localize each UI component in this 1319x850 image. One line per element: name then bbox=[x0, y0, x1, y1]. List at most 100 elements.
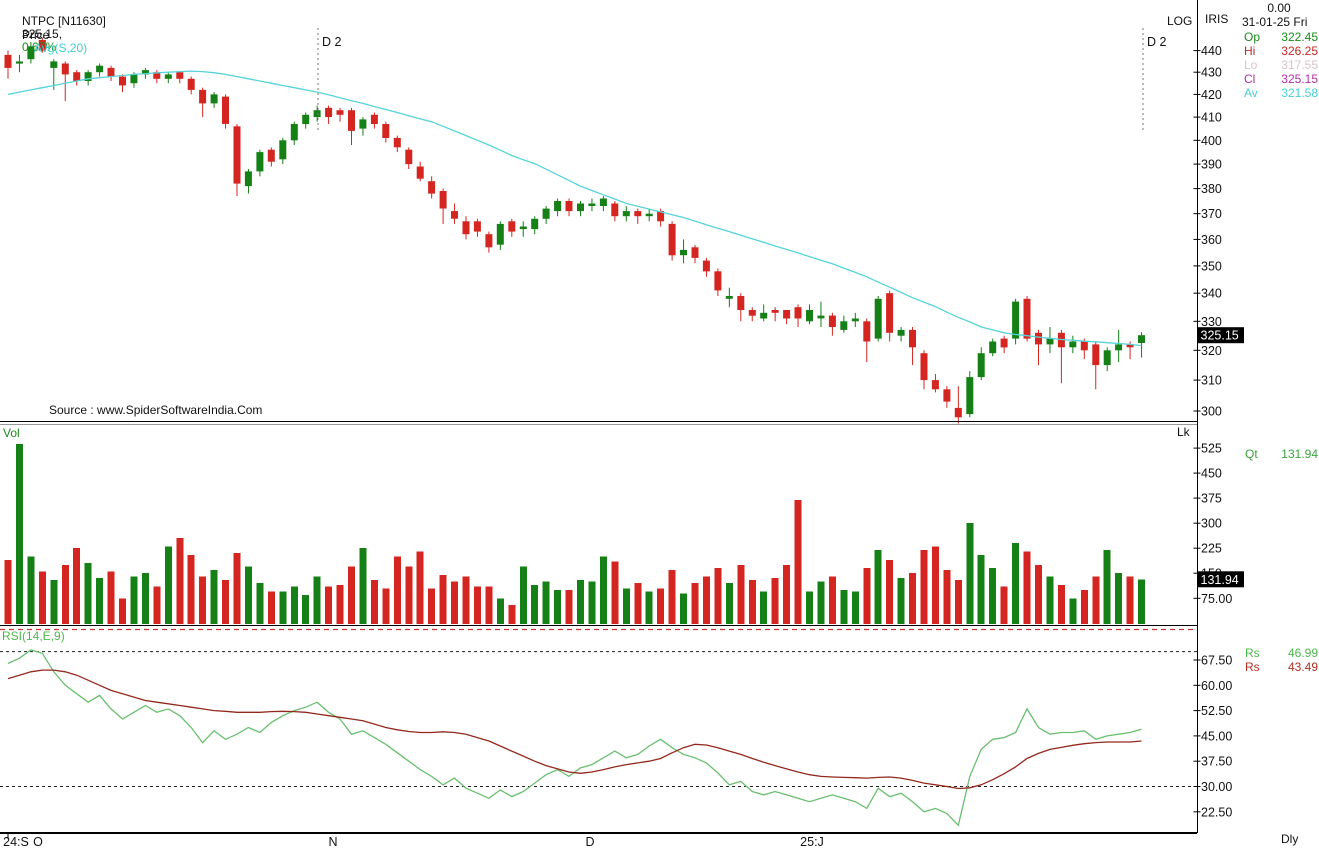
candle-body bbox=[508, 221, 516, 232]
volume-bar bbox=[909, 573, 916, 624]
candle-body bbox=[966, 377, 974, 415]
volume-bar bbox=[4, 559, 12, 624]
volume-bar bbox=[187, 554, 195, 624]
price-axis-label: 320 bbox=[1201, 344, 1222, 358]
quantity-row: Qt 131.94 bbox=[1245, 447, 1318, 461]
volume-bar bbox=[840, 589, 848, 624]
candle-body bbox=[153, 72, 161, 79]
volume-bar bbox=[1035, 564, 1042, 624]
candle-body bbox=[1092, 344, 1100, 366]
candle-body bbox=[1115, 344, 1123, 351]
volume-bar bbox=[1012, 543, 1020, 624]
volume-bar bbox=[542, 581, 550, 624]
volume-bar bbox=[130, 576, 138, 624]
quote-row-open: Op 322.45 bbox=[1244, 30, 1318, 44]
volume-bar bbox=[691, 583, 699, 624]
volume-bar bbox=[599, 556, 607, 624]
volume-bar bbox=[634, 583, 642, 624]
candle-body bbox=[702, 260, 710, 272]
price-axis-label: 430 bbox=[1201, 66, 1222, 80]
candle-body bbox=[256, 152, 264, 172]
volume-axis-label: 450 bbox=[1201, 467, 1222, 481]
candle-body bbox=[359, 119, 367, 129]
candle-body bbox=[954, 407, 962, 418]
volume-bar bbox=[119, 598, 126, 624]
candle-body bbox=[611, 203, 619, 217]
candle-body bbox=[691, 247, 699, 258]
candle-body bbox=[428, 181, 436, 194]
pane-separators bbox=[0, 0, 1198, 839]
volume-bar bbox=[1115, 573, 1123, 624]
rsi-signal-value-row: Rs 43.49 bbox=[1245, 660, 1318, 674]
volume-bar bbox=[462, 576, 470, 624]
candle-body bbox=[817, 315, 825, 319]
candle-body bbox=[348, 110, 355, 131]
candle-body bbox=[657, 211, 665, 222]
candle-body bbox=[462, 221, 470, 235]
app-title: IRIS bbox=[1205, 12, 1229, 26]
candle-body bbox=[233, 126, 241, 184]
volume-bars-layer bbox=[4, 444, 1145, 624]
volume-bar bbox=[348, 566, 355, 624]
volume-bar bbox=[577, 579, 584, 624]
volume-bar bbox=[405, 566, 413, 624]
time-axis-label: O bbox=[33, 835, 43, 849]
price-axis-label: 380 bbox=[1201, 182, 1222, 196]
source-watermark: Source : www.SpiderSoftwareIndia.Com bbox=[49, 403, 263, 417]
candle-body bbox=[588, 203, 596, 206]
candle-body bbox=[141, 70, 149, 75]
volume-bar bbox=[302, 594, 310, 624]
divergence-marker-label: D 2 bbox=[1147, 35, 1167, 49]
volume-bar bbox=[794, 499, 802, 624]
volume-bar bbox=[1069, 598, 1077, 624]
volume-bar bbox=[1138, 579, 1145, 624]
rsi-axis-label: 52.50 bbox=[1201, 704, 1232, 718]
volume-bar bbox=[737, 564, 745, 624]
volume-bar bbox=[966, 523, 974, 624]
candle-body bbox=[1035, 332, 1042, 345]
divergence-marker-label: D 2 bbox=[322, 35, 342, 49]
rsi-axis-label: 60.00 bbox=[1201, 679, 1232, 693]
candle-body bbox=[909, 329, 916, 348]
price-axis-label: 300 bbox=[1201, 405, 1222, 419]
candle-body bbox=[760, 312, 768, 319]
volume-axis-label: 375 bbox=[1201, 492, 1222, 506]
candle-body bbox=[485, 234, 493, 248]
volume-bar bbox=[496, 598, 504, 624]
volume-bar bbox=[473, 586, 481, 624]
volume-bar bbox=[325, 586, 333, 624]
volume-bar bbox=[84, 563, 92, 624]
candle-body bbox=[851, 318, 859, 322]
symbol-label: NTPC [N11630] bbox=[22, 14, 106, 28]
volume-bar bbox=[897, 578, 905, 624]
candle-body bbox=[977, 353, 985, 378]
candle-body bbox=[886, 293, 894, 333]
candle-body bbox=[599, 198, 607, 206]
candle-body bbox=[1012, 301, 1020, 339]
last-price-label: 325.15, bbox=[22, 27, 63, 41]
candle-body bbox=[496, 223, 504, 245]
volume-bar bbox=[931, 546, 939, 624]
volume-axis-label: 225 bbox=[1201, 542, 1222, 556]
candle-body bbox=[863, 321, 871, 342]
volume-bar bbox=[15, 444, 23, 624]
candle-body bbox=[473, 221, 481, 232]
candle-body bbox=[1103, 350, 1111, 366]
candle-body bbox=[748, 310, 756, 316]
volume-axis-label: 75.00 bbox=[1201, 592, 1232, 606]
candle-body bbox=[577, 203, 584, 212]
candle-body bbox=[840, 321, 848, 330]
candle-body bbox=[222, 96, 229, 124]
time-axis-label: N bbox=[328, 835, 337, 849]
candle-body bbox=[439, 191, 447, 209]
candle-body bbox=[130, 74, 138, 84]
volume-bar bbox=[954, 579, 962, 624]
candle-body bbox=[244, 171, 252, 187]
volume-bar bbox=[863, 568, 871, 624]
candle-body bbox=[680, 249, 687, 256]
candle-body bbox=[393, 137, 401, 148]
time-axis-label: 24:S bbox=[3, 835, 29, 849]
price-axis-label: 350 bbox=[1201, 259, 1222, 273]
